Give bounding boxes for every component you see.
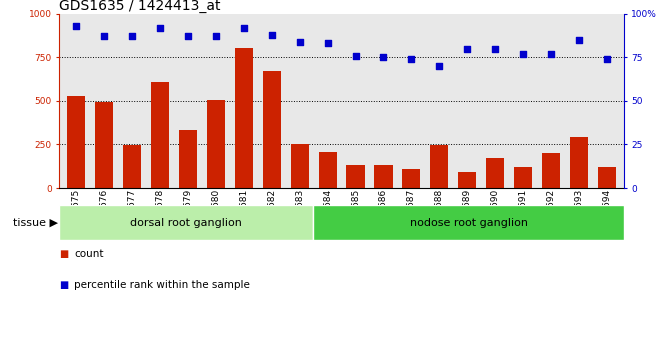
Text: GSM63677: GSM63677 — [127, 189, 137, 238]
Point — [71, 23, 81, 29]
Point — [211, 34, 221, 39]
Point — [378, 55, 389, 60]
Text: GSM63688: GSM63688 — [435, 189, 444, 238]
Point — [462, 46, 473, 51]
Bar — [542, 153, 560, 188]
Text: GSM63685: GSM63685 — [351, 189, 360, 238]
Point — [183, 34, 193, 39]
Text: GSM63683: GSM63683 — [295, 189, 304, 238]
Point — [518, 51, 529, 57]
Bar — [95, 102, 113, 188]
Point — [154, 25, 165, 30]
Bar — [123, 145, 141, 188]
Bar — [263, 71, 280, 188]
Bar — [458, 172, 477, 188]
Text: GSM63681: GSM63681 — [240, 189, 248, 238]
Point — [574, 37, 584, 43]
Point — [238, 25, 249, 30]
Text: percentile rank within the sample: percentile rank within the sample — [74, 280, 249, 289]
Bar — [403, 169, 420, 188]
Text: GSM63692: GSM63692 — [546, 189, 556, 238]
Text: GSM63675: GSM63675 — [72, 189, 81, 238]
Text: GSM63684: GSM63684 — [323, 189, 332, 238]
Bar — [486, 158, 504, 188]
Bar — [151, 82, 169, 188]
Bar — [374, 165, 393, 188]
Point — [322, 41, 333, 46]
Text: GSM63693: GSM63693 — [574, 189, 583, 238]
Point — [267, 32, 277, 38]
Text: count: count — [74, 249, 104, 258]
Point — [406, 56, 416, 62]
Bar — [430, 145, 448, 188]
Point — [602, 56, 612, 62]
Text: GSM63687: GSM63687 — [407, 189, 416, 238]
Text: GSM63680: GSM63680 — [211, 189, 220, 238]
Text: ■: ■ — [59, 249, 69, 258]
Text: GSM63679: GSM63679 — [183, 189, 193, 238]
Bar — [570, 137, 588, 188]
Bar — [207, 100, 225, 188]
Text: GSM63678: GSM63678 — [156, 189, 164, 238]
Bar — [319, 152, 337, 188]
Point — [294, 39, 305, 45]
Point — [350, 53, 361, 58]
Text: GSM63682: GSM63682 — [267, 189, 277, 238]
Text: GSM63691: GSM63691 — [519, 189, 527, 238]
Text: dorsal root ganglion: dorsal root ganglion — [131, 218, 242, 227]
Bar — [59, 205, 314, 240]
Point — [490, 46, 500, 51]
Point — [546, 51, 556, 57]
Point — [99, 34, 110, 39]
Point — [127, 34, 137, 39]
Text: tissue ▶: tissue ▶ — [13, 218, 58, 227]
Bar — [179, 130, 197, 188]
Bar — [346, 165, 364, 188]
Bar — [598, 167, 616, 188]
Text: ■: ■ — [59, 280, 69, 289]
Text: GSM63676: GSM63676 — [100, 189, 109, 238]
Text: GSM63694: GSM63694 — [603, 189, 611, 238]
Text: GSM63690: GSM63690 — [490, 189, 500, 238]
Point — [434, 63, 445, 69]
Text: GSM63689: GSM63689 — [463, 189, 472, 238]
Text: nodose root ganglion: nodose root ganglion — [409, 218, 527, 227]
Bar — [314, 205, 624, 240]
Bar — [290, 144, 309, 188]
Text: GSM63686: GSM63686 — [379, 189, 388, 238]
Bar — [67, 96, 85, 188]
Bar — [514, 167, 532, 188]
Bar — [235, 48, 253, 188]
Text: GDS1635 / 1424413_at: GDS1635 / 1424413_at — [59, 0, 221, 13]
